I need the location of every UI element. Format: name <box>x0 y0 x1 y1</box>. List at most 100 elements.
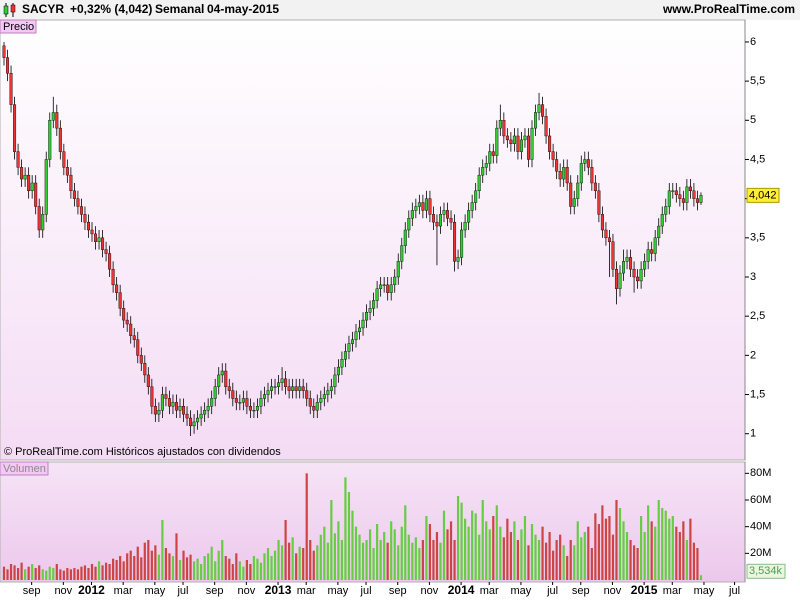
candle-body <box>382 284 386 286</box>
volume-bar <box>527 545 530 580</box>
candle-body <box>210 398 214 407</box>
x-tick-label: may <box>327 585 348 597</box>
candle-body <box>336 366 340 376</box>
volume-bar <box>636 548 639 580</box>
candle-body <box>361 319 365 329</box>
period: Semanal <box>155 2 204 16</box>
candle-body <box>541 104 545 117</box>
candle-body <box>664 206 668 215</box>
x-tick-label: sep <box>572 585 590 597</box>
volume-bar <box>474 513 477 580</box>
volume-bar <box>632 545 636 580</box>
volume-bar <box>576 521 579 580</box>
x-tick-label: may <box>144 585 165 597</box>
x-tick-label: jul <box>360 585 372 597</box>
volume-bar <box>365 540 368 580</box>
candle-body <box>146 374 150 387</box>
candle-body <box>372 300 376 309</box>
volume-bar <box>192 561 196 580</box>
y-tick-label: 4,5 <box>750 153 765 165</box>
volume-bar <box>140 557 143 580</box>
candle-body <box>231 390 235 399</box>
volume-bar <box>478 534 481 580</box>
candle-body <box>576 182 580 199</box>
x-tick-label: mar <box>297 585 316 597</box>
volume-bar <box>344 477 347 580</box>
volume-bar <box>499 526 502 580</box>
volume-bar <box>506 518 509 580</box>
candle-body <box>83 214 87 223</box>
volume-bar <box>678 532 681 580</box>
candle-body <box>262 394 266 399</box>
volume-bar <box>291 537 294 580</box>
candle-body <box>660 214 664 227</box>
volume-bar <box>488 529 491 580</box>
volume-bar <box>214 561 217 580</box>
volume-bar <box>108 564 111 580</box>
last-price-label: 4,042 <box>749 189 777 201</box>
volume-bar <box>456 496 460 580</box>
x-tick-label: 2015 <box>631 583 658 597</box>
candle-body <box>301 386 305 391</box>
volume-bar <box>59 569 62 580</box>
candle-body <box>217 374 221 387</box>
x-tick-label: 2012 <box>78 583 105 597</box>
candle-body <box>572 198 576 207</box>
volume-bar <box>16 568 20 580</box>
volume-bar <box>203 556 206 580</box>
candle-body <box>685 186 689 203</box>
x-tick-label: nov <box>237 585 255 597</box>
volume-bar <box>171 556 175 580</box>
candle-body <box>484 163 488 168</box>
candle-body <box>622 261 626 274</box>
candle-body <box>69 174 73 192</box>
x-tick-label: mar <box>480 585 499 597</box>
candle-body <box>79 206 83 215</box>
candle-body <box>350 339 354 344</box>
volume-bar <box>618 508 622 580</box>
volume-bar <box>404 505 407 580</box>
volume-bar <box>442 510 446 580</box>
volume-bar <box>133 556 136 580</box>
candle-body <box>460 229 464 258</box>
candle-body <box>618 272 622 289</box>
candle-body <box>111 268 115 286</box>
candle-body <box>579 163 583 184</box>
volume-bar <box>573 545 576 580</box>
candle-body <box>178 406 182 411</box>
volume-bar <box>629 540 632 580</box>
candle-body <box>252 410 256 412</box>
x-tick-label: jul <box>728 585 740 597</box>
candle-body <box>403 229 407 246</box>
candle-body <box>463 221 467 231</box>
candle-body <box>241 398 245 403</box>
volume-bar <box>231 564 234 580</box>
candle-body <box>319 398 323 403</box>
candle-body <box>62 151 66 168</box>
x-tick-label: sep <box>206 585 224 597</box>
volume-bar <box>467 526 470 580</box>
volume-bar <box>252 556 256 580</box>
volume-bar <box>256 558 259 580</box>
volume-bar <box>302 548 305 580</box>
candle-body <box>488 151 492 164</box>
candle-body <box>65 167 69 176</box>
candle-body <box>277 382 281 387</box>
candle-body <box>101 237 105 250</box>
candle-body <box>639 268 643 282</box>
volume-bar <box>566 556 569 580</box>
candle-body <box>333 374 337 387</box>
candle-body <box>326 390 330 395</box>
volume-bar <box>31 564 34 580</box>
x-tick-label: nov <box>421 585 439 597</box>
volume-bar <box>266 548 270 580</box>
candle-body <box>266 390 270 395</box>
y-tick-label: 3 <box>750 271 756 283</box>
volume-bar <box>288 542 291 580</box>
candle-body <box>76 198 80 207</box>
candle-body <box>421 202 425 211</box>
candle-body <box>386 284 390 293</box>
volume-bar <box>671 516 674 580</box>
volume-bar <box>45 570 48 580</box>
